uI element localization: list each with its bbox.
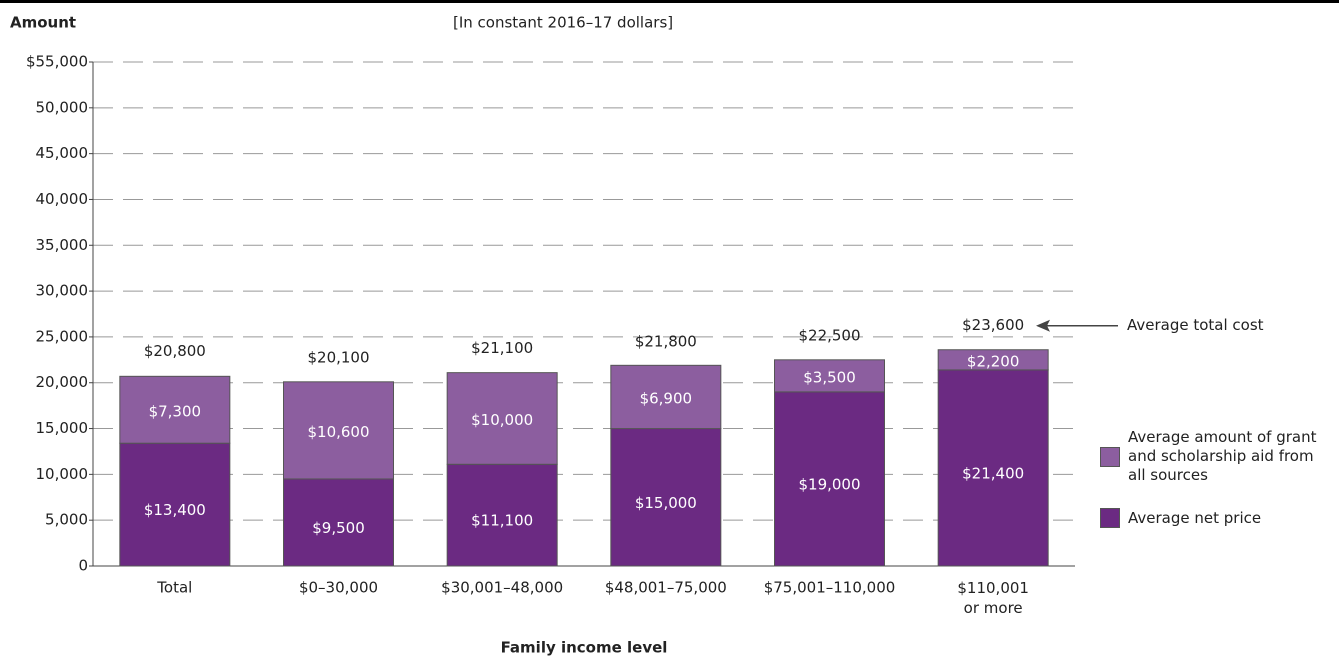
x-tick-label: $110,001 or more xyxy=(957,579,1029,617)
value-label: $19,000 xyxy=(798,475,860,493)
bar-segment xyxy=(774,359,885,393)
bar-segment xyxy=(119,375,231,444)
value-label: $2,200 xyxy=(967,352,1020,370)
bar-segment xyxy=(937,349,1049,371)
y-tick-label: 0 xyxy=(78,557,88,575)
y-tick-label: 10,000 xyxy=(36,465,89,483)
legend-entry: Average net price xyxy=(1100,508,1328,528)
y-tick-label: 25,000 xyxy=(36,327,89,345)
x-tick-label: $30,001–48,000 xyxy=(441,579,563,597)
annotation-arrowhead xyxy=(1036,319,1050,332)
value-label: $21,400 xyxy=(962,464,1024,482)
total-label: $21,800 xyxy=(635,333,697,351)
x-tick-label: $75,001–110,000 xyxy=(764,579,896,597)
x-axis-label: Family income level xyxy=(501,639,668,657)
total-label: $21,100 xyxy=(471,339,533,357)
total-label: $23,600 xyxy=(962,316,1024,334)
y-tick-label: 50,000 xyxy=(36,98,89,116)
value-label: $9,500 xyxy=(312,519,365,537)
value-label: $13,400 xyxy=(144,501,206,519)
total-label: $22,500 xyxy=(798,326,860,344)
bar-segment xyxy=(119,442,231,567)
bar-segment xyxy=(610,428,722,567)
y-tick-label: 5,000 xyxy=(45,511,88,529)
value-label: $10,600 xyxy=(307,423,369,441)
bar-segment xyxy=(610,364,722,430)
x-tick-label: $0–30,000 xyxy=(299,579,378,597)
y-tick-label: 20,000 xyxy=(36,373,89,391)
y-tick-label: $55,000 xyxy=(26,53,88,71)
value-label: $15,000 xyxy=(635,494,697,512)
y-tick-label: 45,000 xyxy=(36,144,89,162)
x-tick-label: Total xyxy=(156,579,192,597)
x-tick-label: $48,001–75,000 xyxy=(605,579,727,597)
annotation: Average total cost xyxy=(1127,316,1264,334)
value-label: $7,300 xyxy=(149,402,202,420)
value-label: $3,500 xyxy=(803,368,856,386)
subtitle: [In constant 2016–17 dollars] xyxy=(453,14,673,32)
bar-segment xyxy=(446,372,558,465)
value-label: $6,900 xyxy=(640,389,693,407)
bar-segment xyxy=(937,369,1049,567)
bar-segment xyxy=(283,381,394,480)
bar-segment xyxy=(774,391,885,567)
legend-label: Average amount of grant and scholarship … xyxy=(1128,428,1317,484)
value-label: $11,100 xyxy=(471,512,533,530)
y-tick-label: 30,000 xyxy=(36,282,89,300)
bar-segment xyxy=(283,478,394,567)
bar-segment xyxy=(446,463,558,567)
legend-swatch xyxy=(1100,508,1120,528)
y-tick-label: 40,000 xyxy=(36,190,89,208)
legend-label: Average net price xyxy=(1128,508,1262,527)
y-tick-label: 35,000 xyxy=(36,236,89,254)
y-axis-label: Amount xyxy=(10,14,76,32)
value-label: $10,000 xyxy=(471,411,533,429)
y-tick-label: 15,000 xyxy=(36,419,89,437)
total-label: $20,800 xyxy=(144,342,206,360)
total-label: $20,100 xyxy=(307,348,369,366)
legend-swatch xyxy=(1100,446,1120,467)
legend-entry: Average amount of grant and scholarship … xyxy=(1100,428,1328,485)
